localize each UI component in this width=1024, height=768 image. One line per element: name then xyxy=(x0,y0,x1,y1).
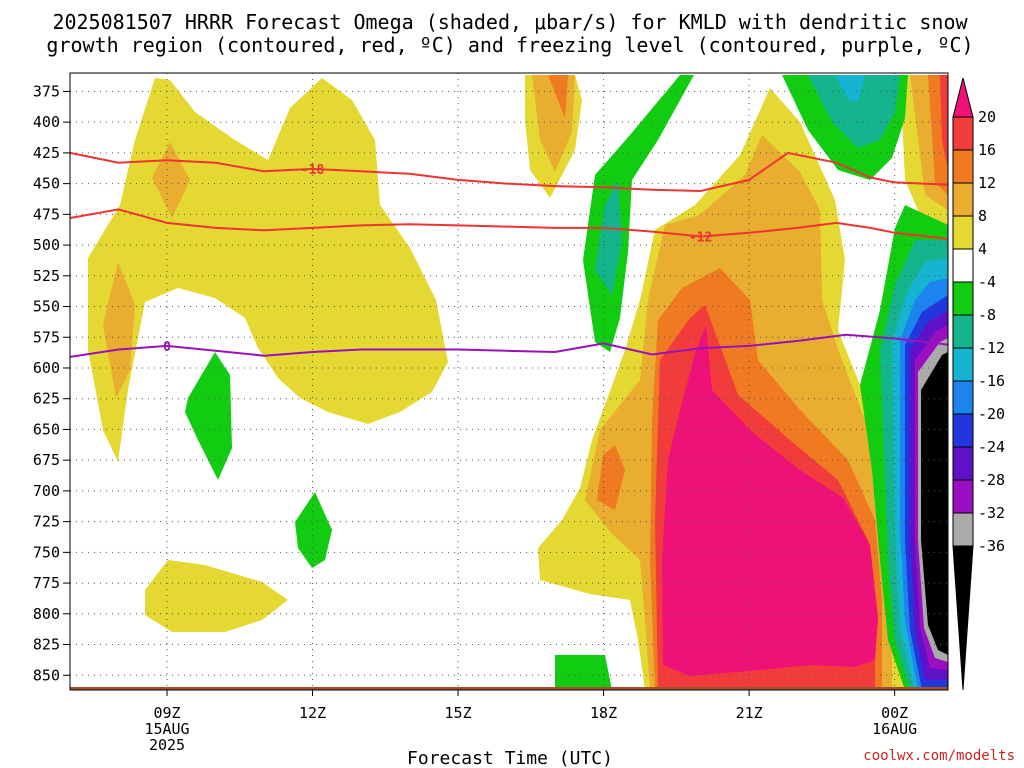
colorbar-label: -4 xyxy=(978,273,996,291)
temperature-contours: -18 -12 0 xyxy=(70,151,948,358)
y-tick-label: 775 xyxy=(33,574,60,592)
y-tick-label: 625 xyxy=(33,390,60,408)
colorbar-label: -28 xyxy=(978,471,1005,489)
colorbar-label: -16 xyxy=(978,372,1005,390)
colorbar-segment xyxy=(952,116,974,151)
y-tick-label: 725 xyxy=(33,513,60,531)
omega-region-cyan xyxy=(835,75,865,102)
colorbar-top-arrow xyxy=(952,77,974,118)
x-tick-label: 00Z xyxy=(881,704,908,722)
ground-surface xyxy=(70,687,948,690)
x-tick-label: 21Z xyxy=(736,704,763,722)
colorbar-label: -12 xyxy=(978,339,1005,357)
omega-region-light-orange xyxy=(103,262,135,398)
colorbar-label: 8 xyxy=(978,207,987,225)
y-tick-label: 400 xyxy=(33,113,60,131)
contour-label: -18 xyxy=(301,163,325,178)
omega-region-green xyxy=(185,352,232,480)
colorbar-segment xyxy=(952,413,974,448)
y-tick-label: 475 xyxy=(33,205,60,223)
colorbar-segment xyxy=(952,446,974,481)
contour-line xyxy=(70,151,948,193)
colorbar-segment xyxy=(952,479,974,514)
colorbar-label: -20 xyxy=(978,405,1005,423)
y-tick-label: 650 xyxy=(33,420,60,438)
omega-region-green xyxy=(555,655,612,690)
omega-shading xyxy=(88,75,948,690)
x-tick-label: 16AUG xyxy=(872,720,917,738)
colorbar-segment xyxy=(952,380,974,415)
colorbar: 20 16 12 8 4 -4 -8 -12 -16 -20 -24 -28 -32 -36 xyxy=(952,77,1005,691)
colorbar-segment xyxy=(952,281,974,316)
omega-region-yellow xyxy=(145,560,288,632)
contour-label: -12 xyxy=(689,230,712,245)
y-tick-label: 450 xyxy=(33,175,60,193)
colorbar-segment xyxy=(952,314,974,349)
colorbar-label: -24 xyxy=(978,438,1005,456)
y-tick-label: 425 xyxy=(33,144,60,162)
contour-line xyxy=(70,333,948,358)
omega-region-orange xyxy=(548,75,568,118)
colorbar-label: 12 xyxy=(978,174,996,192)
colorbar-segment xyxy=(952,182,974,217)
y-axis: 375 400 425 450 475 500 525 550 575 600 625 650 675 7… xyxy=(33,82,70,684)
omega-region-green xyxy=(295,492,332,568)
x-tick-label: 2025 xyxy=(149,736,185,754)
y-tick-label: 700 xyxy=(33,482,60,500)
plot-border xyxy=(69,72,949,691)
y-tick-label: 675 xyxy=(33,451,60,469)
omega-region-red xyxy=(940,75,948,170)
x-tick-label: 18Z xyxy=(590,704,617,722)
y-tick-label: 600 xyxy=(33,359,60,377)
colorbar-segment xyxy=(952,149,974,184)
colorbar-segment xyxy=(952,512,974,547)
colorbar-label: -32 xyxy=(978,504,1005,522)
x-tick-label: 12Z xyxy=(299,704,326,722)
y-tick-label: 550 xyxy=(33,298,60,316)
contour-label: 0 xyxy=(163,340,171,355)
omega-region-teal xyxy=(808,75,900,148)
x-tick-label: 15Z xyxy=(445,704,472,722)
y-tick-label: 750 xyxy=(33,543,60,561)
y-tick-label: 575 xyxy=(33,328,60,346)
y-tick-label: 850 xyxy=(33,666,60,684)
y-tick-label: 800 xyxy=(33,605,60,623)
colorbar-segment xyxy=(952,347,974,382)
y-tick-label: 525 xyxy=(33,267,60,285)
chart-title-line-2: growth region (contoured, red, ºC) and f… xyxy=(46,33,973,57)
omega-region-teal xyxy=(595,180,622,295)
x-axis-label: Forecast Time (UTC) xyxy=(407,748,613,768)
y-tick-label: 500 xyxy=(33,236,60,254)
y-tick-label: 375 xyxy=(33,82,60,100)
x-tick-label: 09Z xyxy=(153,704,180,722)
colorbar-bottom-arrow xyxy=(952,545,974,691)
colorbar-label: -36 xyxy=(978,537,1005,555)
colorbar-segment xyxy=(952,215,974,250)
colorbar-label: 16 xyxy=(978,141,996,159)
credit-text: coolwx.com/modelts xyxy=(863,748,1015,764)
colorbar-label: 4 xyxy=(978,240,987,258)
grid-lines xyxy=(70,73,948,690)
colorbar-label: -8 xyxy=(978,306,996,324)
plot-area: -18 -12 0 xyxy=(70,73,948,690)
chart-title-line-1: 2025081507 HRRR Forecast Omega (shaded, … xyxy=(52,10,968,34)
omega-region-black xyxy=(921,352,948,655)
contour-line xyxy=(70,208,948,240)
x-tick-label: 15AUG xyxy=(144,720,189,738)
y-tick-label: 825 xyxy=(33,636,60,654)
omega-region-magenta xyxy=(662,326,878,676)
colorbar-label: 20 xyxy=(978,108,996,126)
colorbar-segment xyxy=(952,248,974,283)
